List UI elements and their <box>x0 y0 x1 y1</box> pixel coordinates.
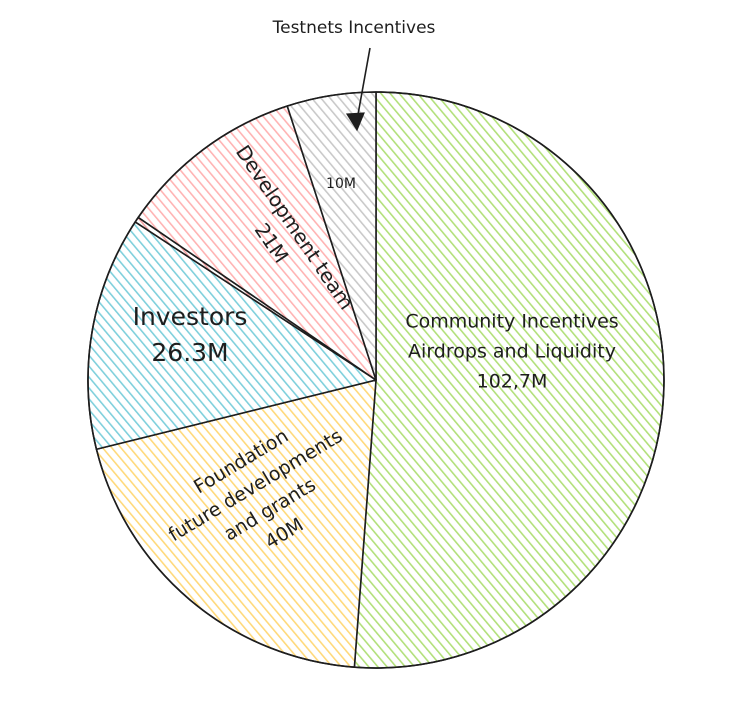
slice-label-community-line-0: Community Incentives <box>405 311 618 333</box>
slice-label-investors-line-0: Investors <box>133 302 248 331</box>
annotation-arrowhead <box>345 112 365 132</box>
slice-label-community-line-2: 102,7M <box>477 371 548 393</box>
slices-layer <box>87 91 665 669</box>
pie-outline <box>87 91 665 669</box>
annotation-arrow <box>356 47 371 121</box>
slice-label-testnets: 10M <box>326 176 356 192</box>
slice-label-community: Community Incentives Airdrops and Liquidi… <box>405 311 618 393</box>
annotation-layer: Testnets Incentives <box>272 18 436 132</box>
slice-label-investors: Investors 26.3M <box>133 302 248 367</box>
slice-label-community-line-1: Airdrops and Liquidity <box>408 341 616 363</box>
testnets-annotation: Testnets Incentives <box>272 18 436 38</box>
slice-label-testnets-line-0: 10M <box>326 176 356 192</box>
slice-label-investors-line-1: 26.3M <box>151 338 228 367</box>
